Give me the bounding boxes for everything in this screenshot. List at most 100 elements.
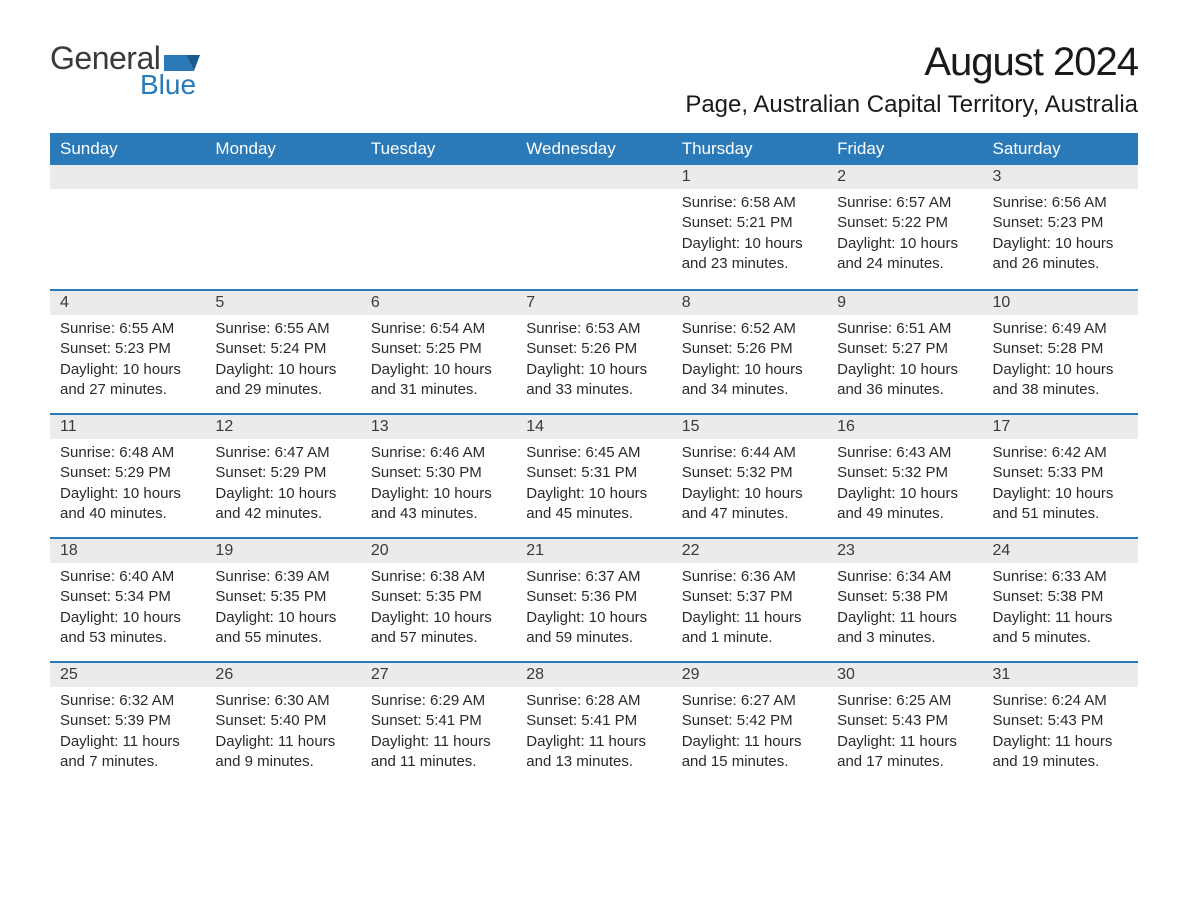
calendar-day-cell bbox=[50, 165, 205, 289]
calendar-day-cell: 19Sunrise: 6:39 AMSunset: 5:35 PMDayligh… bbox=[205, 539, 360, 661]
calendar-day-cell: 27Sunrise: 6:29 AMSunset: 5:41 PMDayligh… bbox=[361, 663, 516, 785]
sunset-text: Sunset: 5:24 PM bbox=[215, 339, 350, 359]
sunset-text: Sunset: 5:29 PM bbox=[215, 463, 350, 483]
sunset-text: Sunset: 5:42 PM bbox=[682, 711, 817, 731]
weekday-header: Friday bbox=[827, 133, 982, 165]
day-number: 26 bbox=[205, 663, 360, 687]
sunrise-text: Sunrise: 6:28 AM bbox=[526, 691, 661, 711]
logo-text-bottom: Blue bbox=[140, 69, 196, 101]
daylight-text: Daylight: 11 hours and 19 minutes. bbox=[993, 732, 1128, 773]
day-number: 3 bbox=[983, 165, 1138, 189]
calendar-day-cell: 23Sunrise: 6:34 AMSunset: 5:38 PMDayligh… bbox=[827, 539, 982, 661]
daylight-text: Daylight: 11 hours and 13 minutes. bbox=[526, 732, 661, 773]
day-number: 10 bbox=[983, 291, 1138, 315]
sunset-text: Sunset: 5:31 PM bbox=[526, 463, 661, 483]
daylight-text: Daylight: 10 hours and 55 minutes. bbox=[215, 608, 350, 649]
day-detail: Sunrise: 6:29 AMSunset: 5:41 PMDaylight:… bbox=[361, 687, 516, 782]
daylight-text: Daylight: 10 hours and 31 minutes. bbox=[371, 360, 506, 401]
weekday-header: Thursday bbox=[672, 133, 827, 165]
sunset-text: Sunset: 5:35 PM bbox=[215, 587, 350, 607]
daylight-text: Daylight: 10 hours and 42 minutes. bbox=[215, 484, 350, 525]
daylight-text: Daylight: 11 hours and 9 minutes. bbox=[215, 732, 350, 773]
page-header: General Blue August 2024 Page, Australia… bbox=[50, 40, 1138, 119]
day-detail: Sunrise: 6:55 AMSunset: 5:24 PMDaylight:… bbox=[205, 315, 360, 410]
day-number: 17 bbox=[983, 415, 1138, 439]
day-number: 11 bbox=[50, 415, 205, 439]
sunrise-text: Sunrise: 6:34 AM bbox=[837, 567, 972, 587]
sunrise-text: Sunrise: 6:43 AM bbox=[837, 443, 972, 463]
sunrise-text: Sunrise: 6:47 AM bbox=[215, 443, 350, 463]
sunrise-text: Sunrise: 6:39 AM bbox=[215, 567, 350, 587]
calendar-day-cell: 6Sunrise: 6:54 AMSunset: 5:25 PMDaylight… bbox=[361, 291, 516, 413]
sunset-text: Sunset: 5:43 PM bbox=[837, 711, 972, 731]
sunset-text: Sunset: 5:40 PM bbox=[215, 711, 350, 731]
sunset-text: Sunset: 5:41 PM bbox=[526, 711, 661, 731]
daylight-text: Daylight: 11 hours and 11 minutes. bbox=[371, 732, 506, 773]
calendar-day-cell: 20Sunrise: 6:38 AMSunset: 5:35 PMDayligh… bbox=[361, 539, 516, 661]
day-detail: Sunrise: 6:24 AMSunset: 5:43 PMDaylight:… bbox=[983, 687, 1138, 782]
day-detail: Sunrise: 6:46 AMSunset: 5:30 PMDaylight:… bbox=[361, 439, 516, 534]
day-number: 1 bbox=[672, 165, 827, 189]
day-detail: Sunrise: 6:57 AMSunset: 5:22 PMDaylight:… bbox=[827, 189, 982, 284]
day-number: 28 bbox=[516, 663, 671, 687]
day-detail: Sunrise: 6:38 AMSunset: 5:35 PMDaylight:… bbox=[361, 563, 516, 658]
sunrise-text: Sunrise: 6:46 AM bbox=[371, 443, 506, 463]
calendar-day-cell: 22Sunrise: 6:36 AMSunset: 5:37 PMDayligh… bbox=[672, 539, 827, 661]
calendar-week-row: 25Sunrise: 6:32 AMSunset: 5:39 PMDayligh… bbox=[50, 661, 1138, 785]
sunset-text: Sunset: 5:22 PM bbox=[837, 213, 972, 233]
day-number: 27 bbox=[361, 663, 516, 687]
calendar-day-cell: 1Sunrise: 6:58 AMSunset: 5:21 PMDaylight… bbox=[672, 165, 827, 289]
sunset-text: Sunset: 5:41 PM bbox=[371, 711, 506, 731]
sunset-text: Sunset: 5:21 PM bbox=[682, 213, 817, 233]
day-detail: Sunrise: 6:54 AMSunset: 5:25 PMDaylight:… bbox=[361, 315, 516, 410]
day-detail: Sunrise: 6:27 AMSunset: 5:42 PMDaylight:… bbox=[672, 687, 827, 782]
daylight-text: Daylight: 10 hours and 43 minutes. bbox=[371, 484, 506, 525]
day-number: 21 bbox=[516, 539, 671, 563]
day-detail: Sunrise: 6:28 AMSunset: 5:41 PMDaylight:… bbox=[516, 687, 671, 782]
sunrise-text: Sunrise: 6:53 AM bbox=[526, 319, 661, 339]
day-detail: Sunrise: 6:39 AMSunset: 5:35 PMDaylight:… bbox=[205, 563, 360, 658]
day-number: 25 bbox=[50, 663, 205, 687]
sunrise-text: Sunrise: 6:44 AM bbox=[682, 443, 817, 463]
daylight-text: Daylight: 10 hours and 27 minutes. bbox=[60, 360, 195, 401]
day-number bbox=[50, 165, 205, 189]
sunset-text: Sunset: 5:36 PM bbox=[526, 587, 661, 607]
day-detail: Sunrise: 6:40 AMSunset: 5:34 PMDaylight:… bbox=[50, 563, 205, 658]
calendar-day-cell: 31Sunrise: 6:24 AMSunset: 5:43 PMDayligh… bbox=[983, 663, 1138, 785]
daylight-text: Daylight: 10 hours and 33 minutes. bbox=[526, 360, 661, 401]
calendar-day-cell: 13Sunrise: 6:46 AMSunset: 5:30 PMDayligh… bbox=[361, 415, 516, 537]
sunrise-text: Sunrise: 6:30 AM bbox=[215, 691, 350, 711]
logo-flag-icon bbox=[164, 51, 200, 71]
calendar-day-cell: 8Sunrise: 6:52 AMSunset: 5:26 PMDaylight… bbox=[672, 291, 827, 413]
sunset-text: Sunset: 5:37 PM bbox=[682, 587, 817, 607]
day-detail: Sunrise: 6:51 AMSunset: 5:27 PMDaylight:… bbox=[827, 315, 982, 410]
sunrise-text: Sunrise: 6:48 AM bbox=[60, 443, 195, 463]
day-detail: Sunrise: 6:42 AMSunset: 5:33 PMDaylight:… bbox=[983, 439, 1138, 534]
day-number: 2 bbox=[827, 165, 982, 189]
calendar-day-cell: 9Sunrise: 6:51 AMSunset: 5:27 PMDaylight… bbox=[827, 291, 982, 413]
day-number: 9 bbox=[827, 291, 982, 315]
calendar-day-cell: 14Sunrise: 6:45 AMSunset: 5:31 PMDayligh… bbox=[516, 415, 671, 537]
calendar-day-cell: 4Sunrise: 6:55 AMSunset: 5:23 PMDaylight… bbox=[50, 291, 205, 413]
daylight-text: Daylight: 10 hours and 53 minutes. bbox=[60, 608, 195, 649]
day-detail: Sunrise: 6:25 AMSunset: 5:43 PMDaylight:… bbox=[827, 687, 982, 782]
weekday-header: Monday bbox=[205, 133, 360, 165]
day-number: 20 bbox=[361, 539, 516, 563]
day-detail: Sunrise: 6:30 AMSunset: 5:40 PMDaylight:… bbox=[205, 687, 360, 782]
day-number: 12 bbox=[205, 415, 360, 439]
day-number: 31 bbox=[983, 663, 1138, 687]
calendar-day-cell bbox=[361, 165, 516, 289]
calendar-day-cell: 15Sunrise: 6:44 AMSunset: 5:32 PMDayligh… bbox=[672, 415, 827, 537]
calendar-week-row: 1Sunrise: 6:58 AMSunset: 5:21 PMDaylight… bbox=[50, 165, 1138, 289]
daylight-text: Daylight: 10 hours and 34 minutes. bbox=[682, 360, 817, 401]
calendar-day-cell: 2Sunrise: 6:57 AMSunset: 5:22 PMDaylight… bbox=[827, 165, 982, 289]
day-detail: Sunrise: 6:55 AMSunset: 5:23 PMDaylight:… bbox=[50, 315, 205, 410]
sunset-text: Sunset: 5:33 PM bbox=[993, 463, 1128, 483]
day-detail: Sunrise: 6:58 AMSunset: 5:21 PMDaylight:… bbox=[672, 189, 827, 284]
sunrise-text: Sunrise: 6:55 AM bbox=[215, 319, 350, 339]
daylight-text: Daylight: 10 hours and 24 minutes. bbox=[837, 234, 972, 275]
weekday-header: Wednesday bbox=[516, 133, 671, 165]
weekday-header: Tuesday bbox=[361, 133, 516, 165]
daylight-text: Daylight: 11 hours and 7 minutes. bbox=[60, 732, 195, 773]
sunset-text: Sunset: 5:30 PM bbox=[371, 463, 506, 483]
